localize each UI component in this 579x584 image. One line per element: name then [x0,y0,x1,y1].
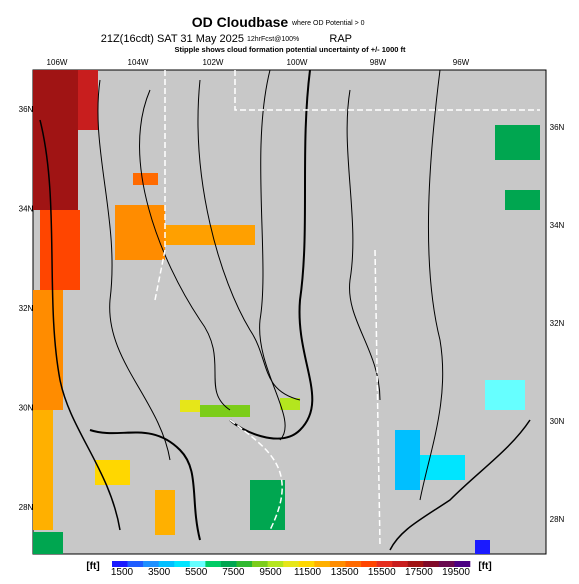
map [32,69,547,555]
colorbar-swatch [189,561,206,567]
longitude-label: 106W [47,58,68,67]
latitude-label: 36N [550,123,565,132]
colorbar-unit: [ft] [86,561,99,572]
colorbar-label: 15500 [368,567,396,578]
colorbar-swatch [236,561,253,567]
colorbar-swatch [438,561,455,567]
latitude-label: 30N [550,417,565,426]
colorbar-swatch [112,561,128,567]
colorbar-swatch [298,561,315,567]
colorbar-label: 3500 [148,567,171,578]
latitude-label: 28N [19,503,34,512]
contours [39,69,444,541]
colorbar-swatch [314,561,331,567]
latitude-label: 36N [19,105,34,114]
latitude-label: 30N [19,404,34,413]
latitude-label: 34N [19,205,34,214]
subtitle: Stipple shows cloud formation potential … [174,45,406,54]
colorbar-label: 7500 [222,567,245,578]
colorbar-label: 19500 [442,567,470,578]
borders [154,70,540,546]
valid-time: 21Z(16cdt) SAT 31 May 2025 [101,33,244,45]
latitude-label: 28N [550,515,565,524]
colorbar-label: 11500 [294,567,322,578]
longitude-label: 98W [370,58,387,67]
title: OD Cloudbase [192,14,289,30]
colorbar-swatch [423,561,440,567]
colorbar-swatch [361,561,377,567]
longitude-label: 100W [287,58,308,67]
colorbar-swatch [252,561,268,567]
colorbar-swatch [143,561,159,567]
colorbar-swatch [174,561,191,567]
colorbar-swatch [267,561,284,567]
colorbar-swatch [454,561,471,567]
colorbar-label: 5500 [185,567,208,578]
colorbar-label: 17500 [405,567,433,578]
title-note: where OD Potential > 0 [291,20,365,27]
longitude-labels: 106W 104W 102W 100W 98W 96W [47,58,470,67]
color-patches [33,70,540,554]
latitude-label: 32N [550,319,565,328]
colorbar-swatch [127,561,144,567]
colorbar-swatch [345,561,362,567]
colorbar: [ft] [ft] 1500 3500 5500 7500 9500 11500 13500… [86,561,492,578]
colorbar-label: 13500 [331,567,359,578]
latitude-labels: 36N 34N 32N 30N 28N 36N 34N 32N 30N 28N [19,105,565,524]
colorbar-label: 9500 [259,567,282,578]
colorbar-swatch [283,561,300,567]
forecast: 12hrFcst@100% [247,36,299,43]
colorbar-swatch [407,561,424,567]
colorbar-unit: [ft] [478,561,491,572]
colorbar-swatch [392,561,409,567]
latitude-label: 32N [19,304,34,313]
longitude-label: 102W [203,58,224,67]
colorbar-swatch [376,561,393,567]
model: RAP [329,33,352,45]
colorbar-swatch [329,561,346,567]
colorbar-swatch [220,561,237,567]
latitude-label: 34N [550,221,565,230]
coastline [389,419,531,551]
colorbar-label: 1500 [111,567,134,578]
longitude-label: 96W [453,58,470,67]
colorbar-swatch [205,561,222,567]
colorbar-swatch [158,561,175,567]
longitude-label: 104W [128,58,149,67]
